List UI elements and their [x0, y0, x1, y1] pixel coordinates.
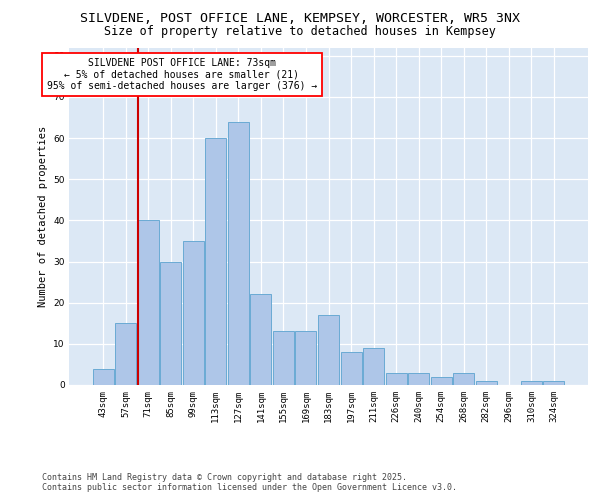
Bar — [341, 352, 362, 385]
Bar — [92, 368, 113, 385]
Bar — [318, 315, 339, 385]
Bar — [476, 381, 497, 385]
Bar — [205, 138, 226, 385]
Bar — [544, 381, 565, 385]
Bar — [295, 332, 316, 385]
Bar — [408, 372, 429, 385]
Y-axis label: Number of detached properties: Number of detached properties — [38, 126, 48, 307]
Bar — [137, 220, 158, 385]
Bar — [250, 294, 271, 385]
Text: SILVDENE, POST OFFICE LANE, KEMPSEY, WORCESTER, WR5 3NX: SILVDENE, POST OFFICE LANE, KEMPSEY, WOR… — [80, 12, 520, 26]
Bar — [386, 372, 407, 385]
Text: Size of property relative to detached houses in Kempsey: Size of property relative to detached ho… — [104, 25, 496, 38]
Text: Contains HM Land Registry data © Crown copyright and database right 2025.
Contai: Contains HM Land Registry data © Crown c… — [42, 473, 457, 492]
Bar — [273, 332, 294, 385]
Bar — [115, 324, 136, 385]
Bar — [453, 372, 474, 385]
Bar — [183, 241, 204, 385]
Bar — [431, 377, 452, 385]
Bar — [363, 348, 384, 385]
Bar — [521, 381, 542, 385]
Bar — [160, 262, 181, 385]
Text: SILVDENE POST OFFICE LANE: 73sqm
← 5% of detached houses are smaller (21)
95% of: SILVDENE POST OFFICE LANE: 73sqm ← 5% of… — [47, 58, 317, 91]
Bar — [228, 122, 249, 385]
